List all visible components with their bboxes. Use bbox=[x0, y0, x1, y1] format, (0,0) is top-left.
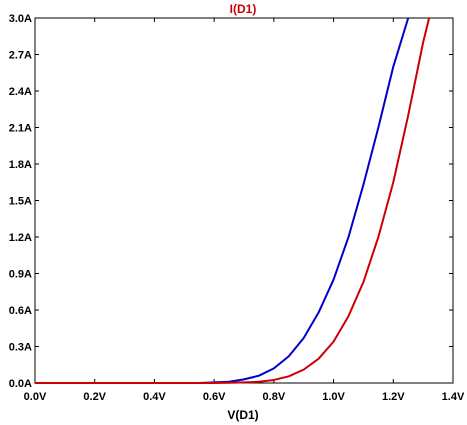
y-tick-label: 1.8A bbox=[9, 159, 32, 171]
y-tick-label: 0.9A bbox=[9, 269, 32, 281]
y-tick-label: 0.0A bbox=[9, 378, 32, 390]
x-axis-title: V(D1) bbox=[227, 408, 258, 422]
x-tick-label: 0.8V bbox=[263, 391, 286, 403]
x-tick-label: 0.4V bbox=[143, 391, 166, 403]
y-tick-label: 2.4A bbox=[9, 86, 32, 98]
series-line-2 bbox=[35, 17, 431, 384]
y-tick-label: 2.7A bbox=[9, 50, 32, 62]
x-tick-label: 1.2V bbox=[382, 391, 405, 403]
x-tick-label: 1.0V bbox=[322, 391, 345, 403]
plot-frame bbox=[34, 17, 454, 384]
y-tick-label: 0.3A bbox=[9, 342, 32, 354]
y-tick-label: 1.2A bbox=[9, 232, 32, 244]
x-tick-label: 0.2V bbox=[83, 391, 106, 403]
y-tick-label: 3.0A bbox=[9, 13, 32, 25]
x-tick-label: 0.6V bbox=[203, 391, 226, 403]
x-tick-label: 1.4V bbox=[442, 391, 465, 403]
x-tick-label: 0.0V bbox=[24, 391, 47, 403]
y-tick-label: 2.1A bbox=[9, 123, 32, 135]
y-tick-label: 0.6A bbox=[9, 305, 32, 317]
chart-title: I(D1) bbox=[230, 2, 257, 16]
y-tick-label: 1.5A bbox=[9, 196, 32, 208]
